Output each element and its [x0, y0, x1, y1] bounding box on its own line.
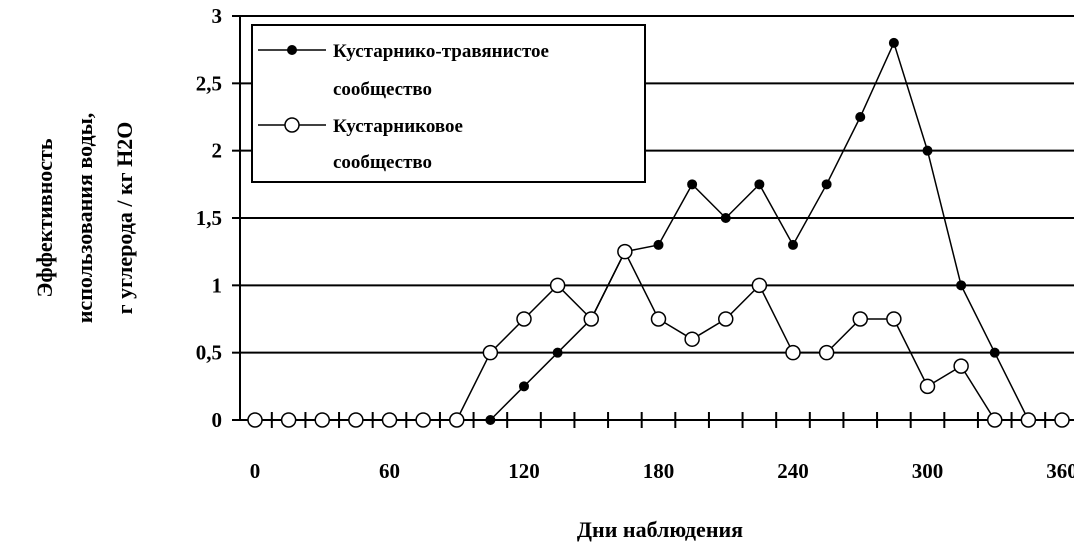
x-tick-label: 300	[912, 459, 944, 483]
data-point-series-1	[653, 239, 664, 250]
data-point-series-2	[348, 412, 364, 428]
x-tick-label: 360	[1046, 459, 1074, 483]
y-tick-label: 1	[212, 273, 223, 297]
y-tick-labels: 0 0,5 1 1,5 2 2,5 3	[196, 4, 222, 432]
data-point-series-2	[449, 412, 465, 428]
y-tick-label: 3	[212, 4, 223, 28]
data-point-series-2	[684, 331, 700, 347]
data-point-series-2	[1054, 412, 1070, 428]
data-point-series-2	[886, 311, 902, 327]
x-tick-label: 180	[643, 459, 675, 483]
data-point-series-1	[855, 112, 866, 122]
data-point-series-1	[888, 37, 899, 48]
y-tick-label: 1,5	[196, 206, 222, 230]
data-point-series-2	[987, 412, 1003, 428]
data-point-series-2	[247, 412, 263, 428]
data-point-series-2	[953, 358, 969, 374]
data-point-series-2	[415, 412, 431, 428]
data-point-series-2	[381, 412, 398, 428]
x-tick-label: 120	[508, 459, 540, 483]
x-tick-label: 240	[777, 459, 809, 483]
data-point-series-2	[919, 378, 936, 395]
legend-label-series-1-line-1: Кустарнико-травянистое	[333, 41, 549, 62]
data-point-series-2	[650, 311, 667, 327]
data-point-series-2	[785, 344, 801, 361]
data-point-series-2	[751, 277, 768, 294]
data-point-series-1	[687, 179, 698, 190]
axes	[232, 15, 1074, 428]
data-point-series-2	[314, 412, 330, 428]
data-point-series-1	[989, 347, 1000, 358]
legend-label-series-2-line-1: Кустарниковое	[333, 116, 463, 137]
x-axis-label: Дни наблюдения	[577, 517, 743, 542]
series-group	[247, 37, 1070, 428]
data-point-series-2	[583, 311, 599, 327]
legend-label-series-1-line-2: сообщество	[333, 79, 432, 100]
data-point-series-1	[485, 415, 496, 425]
data-point-series-2	[280, 412, 297, 428]
legend: Кустарнико-травянистое сообщество Кустар…	[251, 24, 646, 183]
legend-label-series-2-line-2: сообщество	[333, 152, 432, 173]
data-point-series-2	[1020, 412, 1037, 428]
data-point-series-2	[852, 311, 868, 327]
data-point-series-2	[516, 311, 532, 327]
data-point-series-1	[788, 239, 798, 250]
data-point-series-1	[552, 347, 563, 358]
y-tick-label: 0,5	[196, 341, 222, 365]
y-tick-label: 0	[212, 408, 223, 432]
data-point-series-2	[617, 243, 633, 260]
y-tick-label: 2	[212, 139, 223, 163]
x-tick-label: 0	[250, 459, 261, 483]
legend-box	[251, 24, 646, 183]
data-point-series-2	[818, 344, 835, 361]
data-point-series-1	[519, 381, 529, 392]
data-point-series-1	[922, 145, 933, 156]
data-point-series-1	[956, 280, 967, 291]
x-tick-label: 60	[379, 459, 400, 483]
legend-marker-filled-circle-icon	[287, 45, 297, 55]
data-point-series-2	[718, 311, 734, 327]
y-axis-label: Эффективность использования воды, г угле…	[32, 113, 137, 324]
x-tick-labels: 0 60 120 180 240 300 360	[250, 459, 1074, 483]
y-axis-label-line-2: использования воды,	[72, 113, 97, 324]
y-tick-label: 2,5	[196, 71, 222, 95]
data-point-series-1	[720, 213, 731, 223]
data-point-series-1	[754, 179, 765, 190]
data-point-series-2	[549, 277, 566, 294]
y-axis-label-line-1: Эффективность	[32, 138, 57, 297]
data-point-series-2	[482, 344, 499, 361]
data-point-series-1	[821, 179, 832, 190]
legend-marker-open-circle-icon	[284, 117, 300, 133]
y-axis-label-line-3: г углерода / кг H2O	[112, 122, 137, 315]
series-line-2	[255, 249, 1062, 421]
